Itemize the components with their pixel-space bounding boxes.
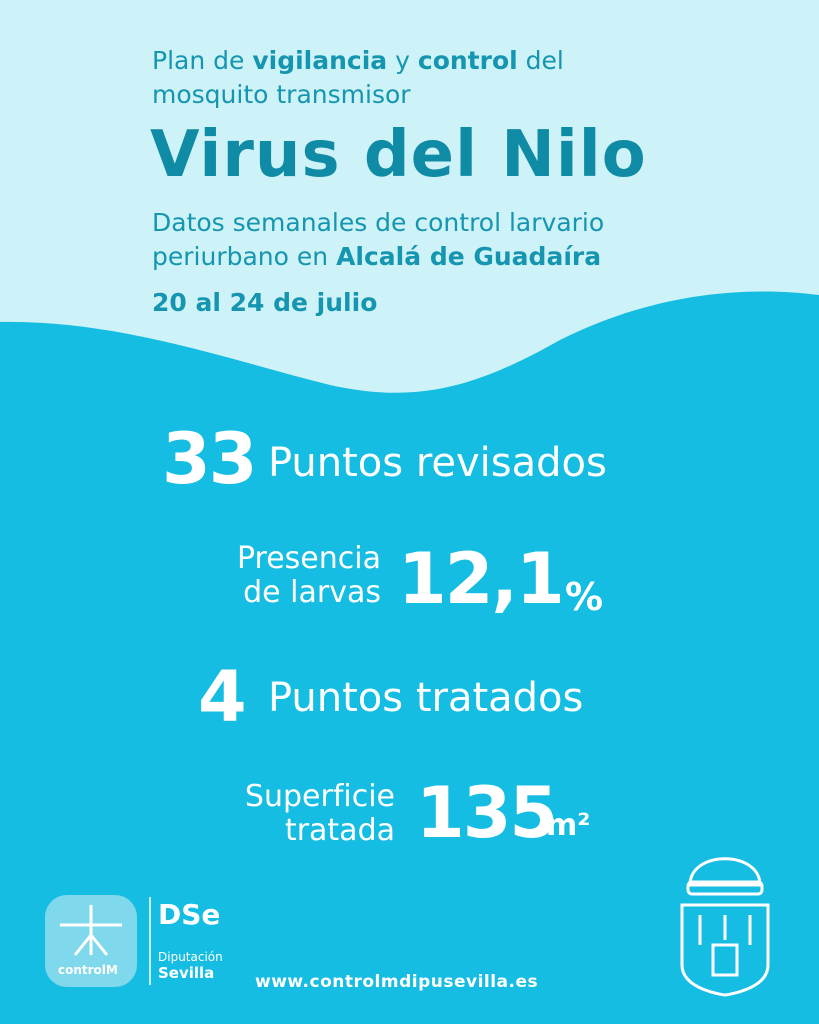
top-wave	[0, 0, 819, 393]
stat-label: Puntos tratados	[268, 675, 584, 721]
place: Alcalá de Guadaíra	[336, 242, 602, 271]
intro-text: y	[395, 46, 410, 75]
intro-text: Plan de	[152, 46, 245, 75]
stat-label: Puntos revisados	[268, 440, 607, 486]
stat-value: 12,1	[398, 538, 565, 620]
intro-text: del	[525, 46, 564, 75]
url[interactable]: www.controlmdipusevilla.es	[255, 972, 539, 992]
stat-value: 135	[416, 772, 558, 854]
label-line: Superficie	[244, 779, 395, 814]
intro-line1: Plan de vigilancia y control del	[152, 44, 564, 78]
dip-line1: Diputación	[158, 950, 223, 964]
title: Virus del Nilo	[150, 118, 647, 192]
stat-label: Presencia de larvas	[237, 542, 381, 610]
intro-bold: vigilancia	[252, 46, 388, 75]
stat-value: 4	[198, 656, 247, 738]
stat-unit: %	[565, 575, 604, 619]
date: 20 al 24 de julio	[152, 288, 378, 317]
dse-logo: DSe	[158, 898, 221, 931]
stat-label: Superficie tratada	[245, 780, 395, 848]
coat-of-arms	[680, 857, 770, 997]
mosquito-icon	[60, 905, 122, 956]
controlm-label: controlM	[58, 963, 118, 977]
stat-unit: m²	[546, 808, 591, 843]
subtitle-line2: periurbano en Alcalá de Guadaíra	[152, 240, 601, 274]
intro-bold: control	[417, 46, 518, 75]
label-line: de larvas	[243, 575, 381, 610]
label-line: Presencia	[236, 541, 381, 576]
stat-value: 33	[162, 418, 257, 500]
subtitle-line1: Datos semanales de control larvario	[152, 208, 605, 237]
label-line: tratada	[284, 813, 395, 848]
subtitle-text: periurbano en	[152, 242, 329, 271]
dip-line2: Sevilla	[158, 964, 215, 982]
intro-line2: mosquito transmisor	[152, 80, 411, 109]
